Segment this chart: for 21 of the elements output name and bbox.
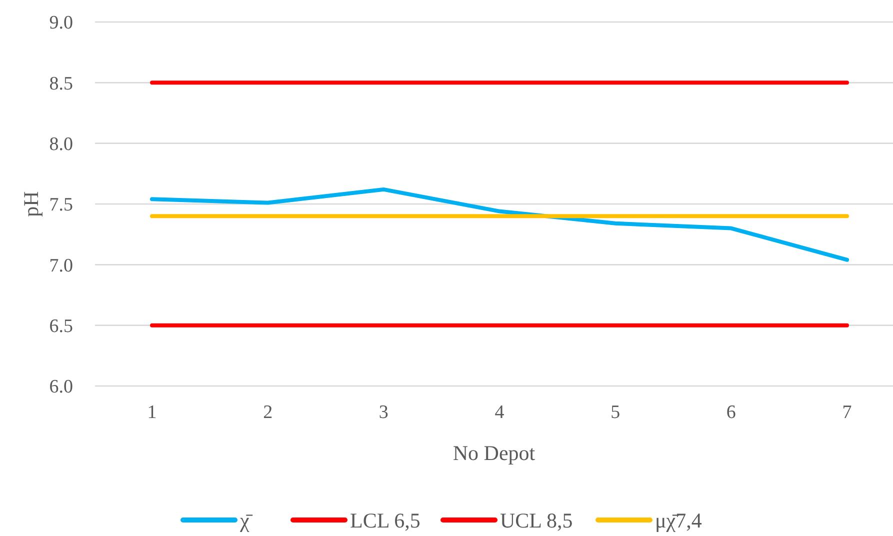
legend-label: LCL 6,5 [350,508,420,532]
x-tick-label: 2 [263,402,273,423]
x-tick-label: 7 [842,402,852,423]
legend-label: μχ̄7,4 [655,508,702,532]
line-series [150,187,849,262]
y-tick-label: 9.0 [49,12,73,34]
x-axis-title: No Depot [452,441,536,465]
y-tick-label: 6.5 [49,316,73,337]
x-tick-label: 1 [147,402,157,423]
legend-label: UCL 8,5 [500,508,573,532]
y-tick-label: 7.0 [49,255,73,276]
x-tick-label: 6 [726,402,736,423]
y-tick-label: 7.5 [49,194,73,216]
y-tick-label: 8.0 [49,134,73,155]
y-axis-title: pH [19,191,43,217]
y-tick-label: 8.5 [49,73,73,94]
y-tick-label: 6.0 [49,376,73,398]
x-tick-label: 5 [610,402,620,423]
x-tick-label: 3 [378,402,388,423]
legend-label: χ̄ [239,508,254,532]
x-tick-label: 4 [494,402,505,423]
